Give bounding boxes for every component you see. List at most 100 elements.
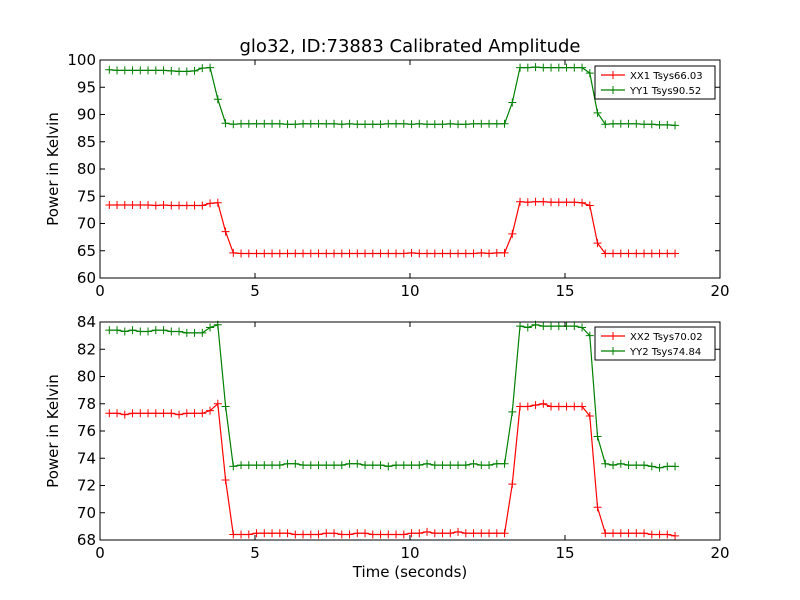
data-point <box>539 322 548 331</box>
data-point <box>314 119 323 128</box>
data-point <box>384 462 393 471</box>
data-point <box>609 461 618 470</box>
x-tick-label: 20 <box>710 282 729 300</box>
data-point <box>601 529 610 538</box>
data-point <box>237 249 246 258</box>
data-point <box>128 409 137 418</box>
data-point <box>151 66 160 75</box>
data-point <box>624 529 633 538</box>
data-point <box>632 529 641 538</box>
data-point <box>570 63 579 72</box>
data-point <box>640 120 649 129</box>
data-point <box>345 119 354 128</box>
data-point <box>198 201 207 210</box>
data-point <box>485 119 494 128</box>
data-point <box>283 459 292 468</box>
data-point <box>554 402 563 411</box>
data-point <box>492 459 501 468</box>
data-point <box>345 249 354 258</box>
data-point <box>392 119 401 128</box>
data-point <box>314 249 323 258</box>
data-point <box>554 198 563 207</box>
data-point <box>609 119 618 128</box>
data-point <box>477 529 486 538</box>
y-tick-label: 100 <box>67 51 96 69</box>
data-point <box>291 459 300 468</box>
data-point <box>601 120 610 129</box>
data-point <box>516 402 525 411</box>
y-tick-label: 74 <box>77 449 96 467</box>
data-point <box>252 461 261 470</box>
data-point <box>229 462 238 471</box>
data-point <box>454 461 463 470</box>
data-point <box>244 119 253 128</box>
data-point <box>423 527 432 536</box>
data-point <box>136 200 145 209</box>
data-point <box>492 248 501 257</box>
data-point <box>136 327 145 336</box>
data-point <box>655 463 664 472</box>
data-point <box>361 529 370 538</box>
data-point <box>446 461 455 470</box>
data-point <box>167 327 176 336</box>
data-point <box>461 529 470 538</box>
data-point <box>485 529 494 538</box>
data-point <box>562 402 571 411</box>
data-point <box>136 66 145 75</box>
data-point <box>415 529 424 538</box>
data-point <box>500 529 509 538</box>
data-point <box>392 530 401 539</box>
data-point <box>384 119 393 128</box>
data-point <box>376 249 385 258</box>
data-point <box>415 249 424 258</box>
data-point <box>430 461 439 470</box>
data-point <box>167 409 176 418</box>
data-point <box>144 200 153 209</box>
x-tick-label: 10 <box>400 544 419 562</box>
data-point <box>461 249 470 258</box>
data-point <box>120 410 129 419</box>
data-point <box>647 462 656 471</box>
data-point <box>144 66 153 75</box>
data-point <box>244 530 253 539</box>
data-point <box>539 197 548 206</box>
data-point <box>562 322 571 331</box>
data-point <box>601 249 610 258</box>
data-point <box>500 248 509 257</box>
data-point <box>229 248 238 257</box>
legend-entry: YY1 Tsys90.52 <box>629 86 701 97</box>
legend-marker <box>609 347 617 355</box>
data-point <box>523 402 532 411</box>
data-point <box>368 530 377 539</box>
data-point <box>113 66 122 75</box>
data-point <box>593 239 602 248</box>
data-point <box>407 248 416 257</box>
data-point <box>221 402 230 411</box>
data-point <box>198 328 207 337</box>
data-point <box>469 119 478 128</box>
data-point <box>314 530 323 539</box>
data-point <box>221 119 230 128</box>
data-point <box>368 461 377 470</box>
data-point <box>252 529 261 538</box>
data-point <box>330 529 339 538</box>
data-point <box>523 198 532 207</box>
data-point <box>206 406 215 415</box>
data-point <box>268 119 277 128</box>
data-point <box>190 201 199 210</box>
data-point <box>508 407 517 416</box>
x-tick-label: 5 <box>250 282 260 300</box>
y-tick-label: 72 <box>77 477 96 495</box>
data-point <box>585 69 594 78</box>
data-point <box>237 530 246 539</box>
data-point <box>190 328 199 337</box>
data-point <box>182 328 191 337</box>
data-point <box>423 120 432 129</box>
data-point <box>640 249 649 258</box>
data-point <box>291 249 300 258</box>
chart-bottom-panel: 0 5 10 15 20 68 70 72 74 76 78 80 82 84 Power in Kelvi… <box>44 313 730 581</box>
data-point <box>399 461 408 470</box>
data-point <box>151 201 160 210</box>
data-point <box>454 120 463 129</box>
